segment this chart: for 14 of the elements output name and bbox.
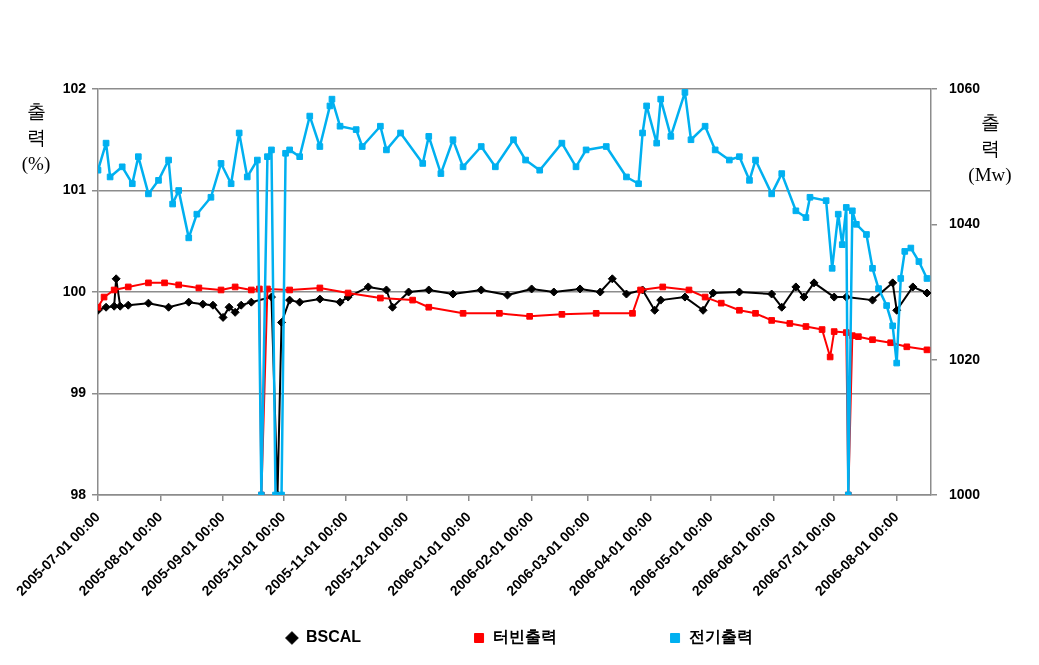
- y2-tick-label: 1040: [949, 215, 981, 232]
- y-tick-label: 100: [62, 282, 87, 299]
- y2-tick-label: 1020: [949, 350, 981, 367]
- y-tick-label: 99: [70, 384, 87, 401]
- y-tick-label: 102: [62, 79, 87, 96]
- y2-tick-label: 1000: [949, 485, 981, 502]
- legend-label: BSCAL: [305, 628, 362, 646]
- y-tick-label: 101: [62, 181, 87, 198]
- y-tick-label: 98: [70, 485, 87, 502]
- y2-axis-title: 출력 (Mw): [968, 111, 1012, 187]
- y-axis-title: 출력 (%): [21, 100, 51, 176]
- legend-label: 터빈출력: [493, 628, 558, 646]
- y2-tick-label: 1060: [949, 79, 981, 96]
- legend-label: 전기출력: [689, 628, 754, 646]
